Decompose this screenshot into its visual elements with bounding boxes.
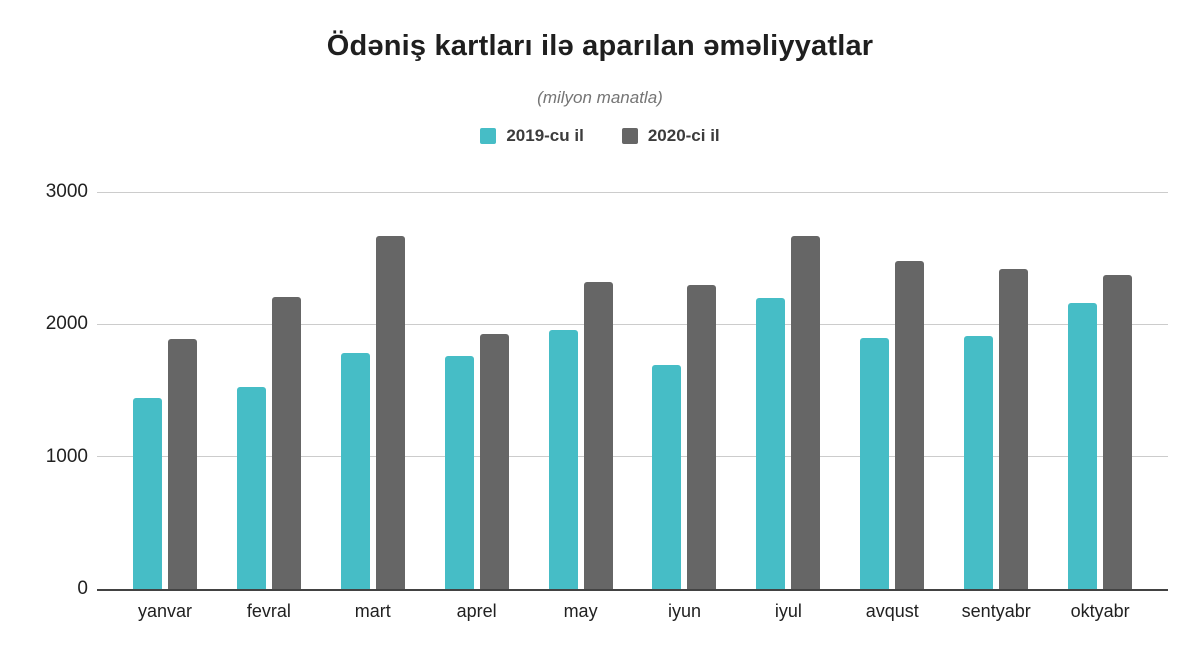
bar-group-may <box>529 192 633 589</box>
bar-group-fevral <box>217 192 321 589</box>
legend-label: 2019-cu il <box>506 126 584 145</box>
x-tick-label-may: may <box>563 601 598 621</box>
legend-swatch-icon <box>480 128 497 144</box>
bar-2020-iyul <box>791 235 821 589</box>
bar-2019-may <box>548 329 578 589</box>
bar-2019-yanvar <box>132 398 162 589</box>
bar-group-mart <box>321 192 425 589</box>
bar-2019-oktyabr <box>1068 303 1098 589</box>
x-tick-label-iyul: iyul <box>774 601 802 621</box>
bar-2020-mart <box>375 235 405 589</box>
bar-2020-may <box>583 282 613 589</box>
x-axis-labels: yanvar fevral mart aprel may iyun iyul avqust se… <box>97 601 1168 622</box>
bar-2020-oktyabr <box>1103 275 1133 589</box>
bar-2020-aprel <box>479 333 509 589</box>
bar-2019-aprel <box>444 356 474 589</box>
y-tick-label-0: 0 <box>77 578 88 599</box>
x-tick-label-avqust: avqust <box>865 601 919 621</box>
x-axis-line <box>97 589 1168 591</box>
bar-2020-yanvar <box>167 338 197 589</box>
bar-2020-iyun <box>687 284 717 589</box>
bar-2019-avqust <box>860 337 890 589</box>
legend-label: 2020-ci il <box>647 126 720 145</box>
bar-group-oktyabr <box>1048 192 1152 589</box>
gridline-1000 <box>97 456 1168 458</box>
chart-title: Ödəniş kartları ilə aparılan əməliyyatla… <box>326 30 874 62</box>
bar-group-avqust <box>840 192 944 589</box>
chart-subtitle: (milyon manatla) <box>537 88 663 107</box>
gridline-2000 <box>97 323 1168 325</box>
gridline-3000 <box>97 191 1168 193</box>
x-tick-label-aprel: aprel <box>456 601 497 621</box>
bar-group-iyun <box>633 192 737 589</box>
plot-area <box>97 191 1168 589</box>
bar-2019-fevral <box>236 386 266 589</box>
bar-2019-iyul <box>756 297 786 589</box>
bar-group-yanvar <box>113 192 217 589</box>
bar-2020-fevral <box>271 296 301 589</box>
bar-group-iyul <box>736 192 840 589</box>
y-tick-label-3000: 3000 <box>45 181 88 202</box>
y-tick-label-2000: 2000 <box>45 313 88 335</box>
bar-2020-sentyabr <box>999 268 1029 589</box>
bar-group-sentyabr <box>944 192 1048 589</box>
x-tick-label-oktyabr: oktyabr <box>1070 601 1130 621</box>
chart-legend: 2019-cu il 2020-ci il <box>0 126 1200 146</box>
legend-swatch-icon <box>621 128 638 144</box>
x-tick-label-sentyabr: sentyabr <box>961 601 1031 621</box>
bar-group-aprel <box>425 192 529 589</box>
bar-2019-mart <box>340 353 370 589</box>
x-tick-label-fevral: fevral <box>246 601 291 621</box>
y-tick-label-1000: 1000 <box>45 445 88 467</box>
legend-item-2019-cu-il: 2019-cu il <box>480 126 584 146</box>
x-tick-label-mart: mart <box>354 601 391 621</box>
bar-2019-sentyabr <box>964 336 994 589</box>
bar-2019-iyun <box>652 365 682 589</box>
legend-item-2020-ci-il: 2020-ci il <box>621 126 720 146</box>
x-tick-label-yanvar: yanvar <box>137 601 192 621</box>
x-tick-label-iyun: iyun <box>667 601 701 621</box>
bar-2020-avqust <box>895 260 925 589</box>
